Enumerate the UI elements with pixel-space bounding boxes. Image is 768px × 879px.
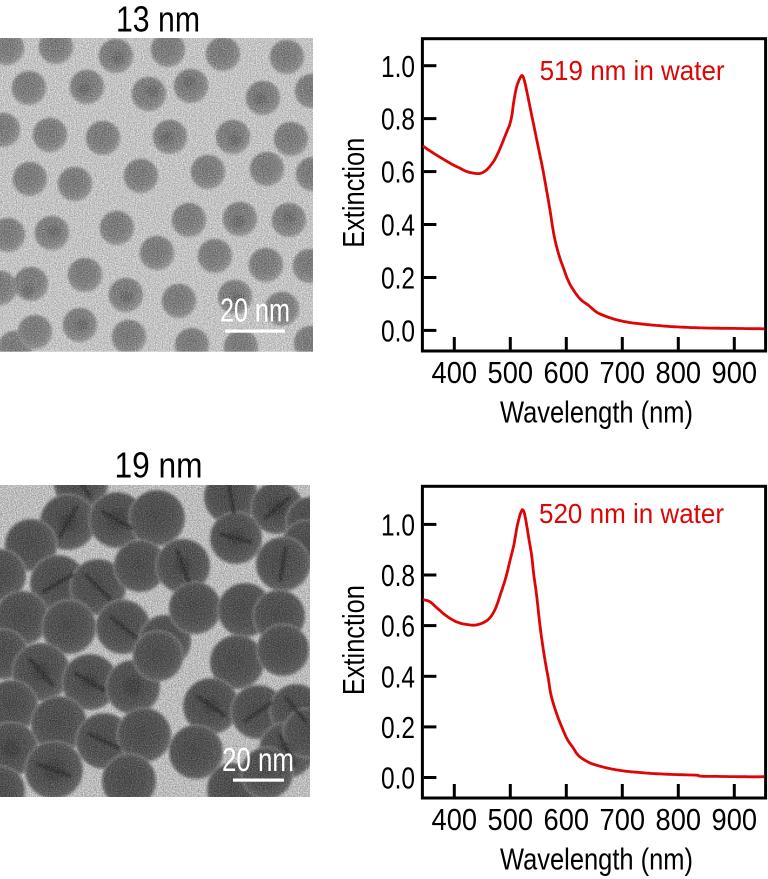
svg-text:500: 500 [488, 802, 534, 837]
svg-text:20 nm: 20 nm [222, 741, 294, 778]
svg-text:700: 700 [600, 802, 646, 837]
svg-text:800: 800 [656, 355, 702, 390]
svg-text:1.0: 1.0 [381, 508, 415, 543]
svg-text:0.6: 0.6 [381, 155, 415, 190]
svg-text:19 nm: 19 nm [115, 444, 203, 485]
svg-text:519 nm in water: 519 nm in water [540, 55, 725, 86]
svg-text:0.2: 0.2 [381, 710, 415, 745]
svg-text:900: 900 [712, 802, 758, 837]
svg-text:Wavelength (nm): Wavelength (nm) [500, 841, 693, 876]
svg-text:520 nm in water: 520 nm in water [539, 498, 724, 529]
svg-text:800: 800 [656, 802, 702, 837]
svg-text:0.0: 0.0 [381, 761, 415, 796]
svg-text:400: 400 [432, 355, 478, 390]
svg-text:600: 600 [544, 355, 590, 390]
svg-text:0.8: 0.8 [381, 558, 415, 593]
svg-text:Extinction: Extinction [336, 138, 371, 248]
svg-text:0.8: 0.8 [381, 102, 415, 137]
svg-text:1.0: 1.0 [381, 49, 415, 84]
svg-text:600: 600 [544, 802, 590, 837]
svg-text:0.4: 0.4 [381, 659, 415, 694]
svg-text:Wavelength (nm): Wavelength (nm) [500, 394, 693, 429]
svg-text:20 nm: 20 nm [220, 291, 290, 328]
svg-text:0.2: 0.2 [381, 261, 415, 296]
svg-text:0.0: 0.0 [381, 314, 415, 349]
svg-text:500: 500 [488, 355, 534, 390]
svg-text:0.4: 0.4 [381, 208, 415, 243]
svg-text:700: 700 [600, 355, 646, 390]
svg-text:0.6: 0.6 [381, 609, 415, 644]
svg-text:Extinction: Extinction [336, 585, 371, 695]
svg-text:400: 400 [432, 802, 478, 837]
svg-text:13 nm: 13 nm [116, 0, 200, 39]
svg-text:900: 900 [712, 355, 758, 390]
